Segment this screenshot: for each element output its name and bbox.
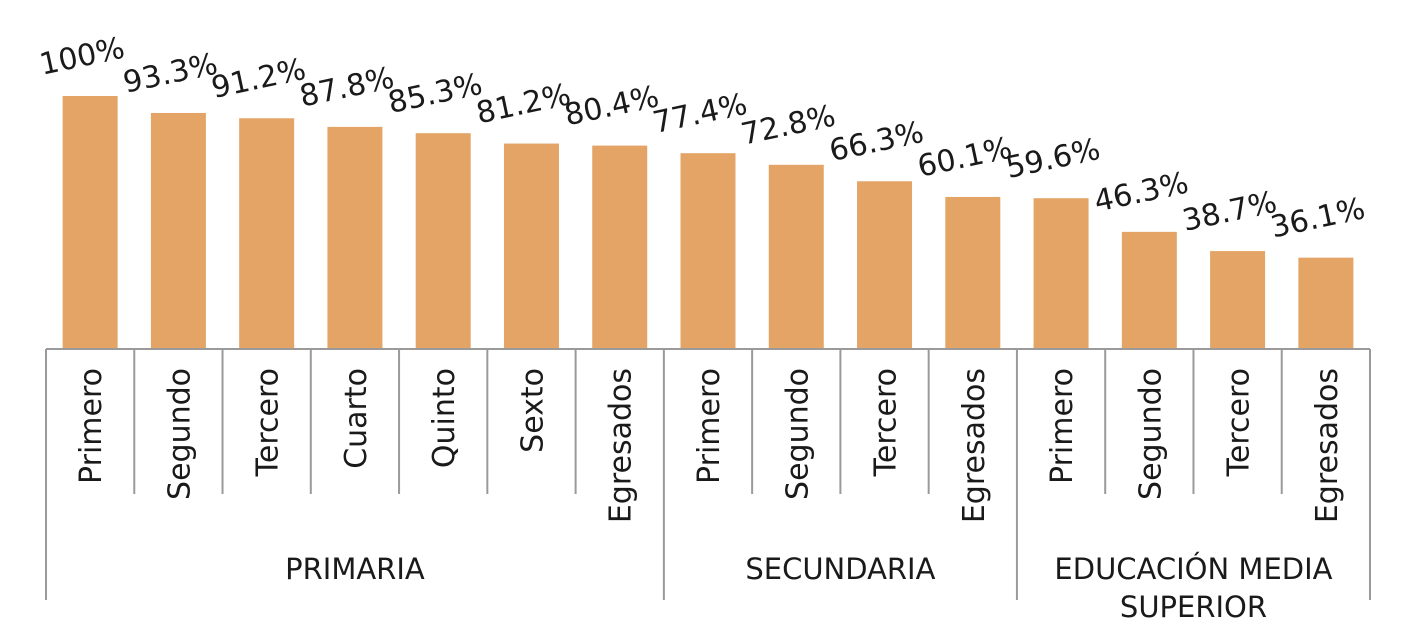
category-label-4: Cuarto <box>339 368 374 469</box>
bar-3 <box>239 118 295 349</box>
bar-14 <box>1210 251 1266 349</box>
category-label-12: Primero <box>1045 368 1080 484</box>
bar-15 <box>1298 257 1354 349</box>
value-label-11: 60.1% <box>915 131 1016 185</box>
group-label-3: EDUCACIÓN MEDIA SUPERIOR <box>1054 552 1332 624</box>
value-label-9: 72.8% <box>738 99 839 153</box>
value-label-8: 77.4% <box>650 87 751 141</box>
value-label-1: 100% <box>37 31 128 83</box>
category-label-15: Egresados <box>1310 368 1345 523</box>
category-label-14: Tercero <box>1222 368 1257 477</box>
bar-5 <box>415 133 471 349</box>
value-label-10: 66.3% <box>826 115 927 169</box>
category-label-11: Egresados <box>957 368 992 523</box>
category-label-1: Primero <box>74 368 109 484</box>
category-label-3: Tercero <box>251 368 286 477</box>
bar-6 <box>503 143 559 349</box>
group-label-2: SECUNDARIA <box>745 552 935 586</box>
value-label-2: 93.3% <box>120 47 221 101</box>
bar-1 <box>62 96 118 349</box>
value-label-5: 85.3% <box>385 67 486 121</box>
value-label-6: 81.2% <box>473 77 574 131</box>
category-label-10: Tercero <box>869 368 904 477</box>
bar-10 <box>857 181 913 349</box>
bar-9 <box>768 164 824 349</box>
value-label-15: 36.1% <box>1268 191 1369 245</box>
value-label-3: 91.2% <box>208 52 309 106</box>
category-labels-layer: Primero Segundo Tercero Cuarto Quinto Sexto Eg… <box>74 368 1345 523</box>
bars-layer <box>62 96 1354 350</box>
bar-13 <box>1121 231 1177 349</box>
group-labels-layer: PRIMARIA SECUNDARIA EDUCACIÓN MEDIA SUPERIO… <box>285 552 1333 624</box>
value-label-14: 38.7% <box>1179 185 1280 239</box>
value-label-12: 59.6% <box>1003 132 1104 186</box>
category-label-6: Sexto <box>515 368 550 453</box>
category-axis <box>45 348 1371 600</box>
category-label-5: Quinto <box>427 368 462 468</box>
bar-2 <box>150 112 206 349</box>
category-label-9: Segundo <box>780 368 815 500</box>
bar-11 <box>945 196 1001 349</box>
bar-8 <box>680 153 736 349</box>
category-label-8: Primero <box>692 368 727 484</box>
category-label-2: Segundo <box>162 368 197 500</box>
value-label-13: 46.3% <box>1091 166 1192 220</box>
category-label-7: Egresados <box>604 368 639 523</box>
bar-4 <box>327 126 383 350</box>
bar-12 <box>1033 198 1089 349</box>
category-label-13: Segundo <box>1133 368 1168 500</box>
value-label-4: 87.8% <box>297 61 398 115</box>
value-label-7: 80.4% <box>562 79 663 133</box>
group-label-1: PRIMARIA <box>285 552 425 586</box>
bar-7 <box>592 145 648 349</box>
